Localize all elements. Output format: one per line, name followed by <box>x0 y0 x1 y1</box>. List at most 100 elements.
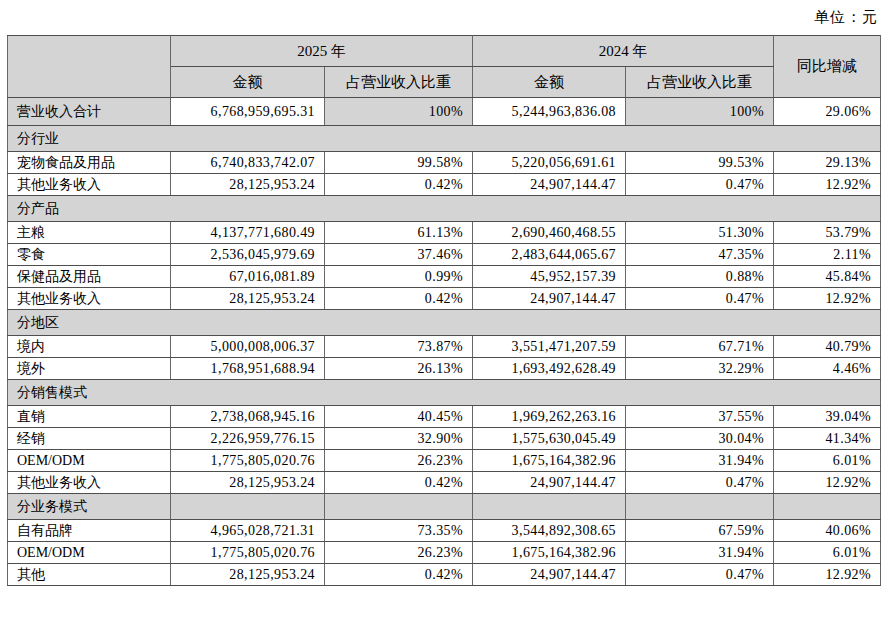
table-row: 经销 2,226,959,776.15 32.90% 1,575,630,045… <box>8 428 881 450</box>
share-2025: 0.42% <box>325 472 473 494</box>
header-share-2025: 占营业收入比重 <box>325 67 473 98</box>
yoy-change: 6.01% <box>774 542 881 564</box>
amount-2025: 1,775,805,020.76 <box>171 450 325 472</box>
report-page: 单位：元 2025 年 2024 年 同比增减 金额 占营业收入比重 金额 占营… <box>0 0 887 624</box>
share-2024: 30.04% <box>626 428 774 450</box>
share-2024: 67.59% <box>626 520 774 542</box>
yoy-change: 29.06% <box>774 98 881 126</box>
amount-2025: 67,016,081.89 <box>171 266 325 288</box>
row-label: 境内 <box>8 336 171 358</box>
amount-2025: 28,125,953.24 <box>171 472 325 494</box>
yoy-change: 40.06% <box>774 520 881 542</box>
share-2025: 100% <box>325 98 473 126</box>
unit-label: 单位：元 <box>814 8 878 27</box>
table-row: OEM/ODM 1,775,805,020.76 26.23% 1,675,16… <box>8 450 881 472</box>
row-label: 其他业务收入 <box>8 174 171 196</box>
row-label: 直销 <box>8 406 171 428</box>
share-2025: 26.23% <box>325 450 473 472</box>
share-2025: 0.42% <box>325 564 473 586</box>
share-2024: 32.29% <box>626 358 774 380</box>
amount-2024: 3,544,892,308.65 <box>473 520 626 542</box>
section-row-by-product: 分产品 <box>8 196 881 222</box>
amount-2024: 24,907,144.47 <box>473 472 626 494</box>
share-2025: 99.58% <box>325 152 473 174</box>
share-2025: 26.13% <box>325 358 473 380</box>
section-row-by-business-model: 分业务模式 <box>8 494 881 520</box>
empty-cell <box>171 494 325 520</box>
header-amount-2024: 金额 <box>473 67 626 98</box>
amount-2024: 1,969,262,263.16 <box>473 406 626 428</box>
share-2025: 26.23% <box>325 542 473 564</box>
share-2024: 47.35% <box>626 244 774 266</box>
share-2025: 73.87% <box>325 336 473 358</box>
yoy-change: 12.92% <box>774 564 881 586</box>
row-label: 境外 <box>8 358 171 380</box>
share-2025: 0.42% <box>325 288 473 310</box>
row-label: 其他业务收入 <box>8 288 171 310</box>
amount-2025: 6,740,833,742.07 <box>171 152 325 174</box>
header-share-2024: 占营业收入比重 <box>626 67 774 98</box>
header-yoy-change: 同比增减 <box>774 36 881 98</box>
amount-2024: 2,483,644,065.67 <box>473 244 626 266</box>
amount-2024: 24,907,144.47 <box>473 174 626 196</box>
amount-2025: 2,738,068,945.16 <box>171 406 325 428</box>
section-label: 分地区 <box>8 310 881 336</box>
table-row: 其他业务收入 28,125,953.24 0.42% 24,907,144.47… <box>8 174 881 196</box>
header-year-2025: 2025 年 <box>171 36 473 67</box>
table-row: 其他 28,125,953.24 0.42% 24,907,144.47 0.4… <box>8 564 881 586</box>
table-row: OEM/ODM 1,775,805,020.76 26.23% 1,675,16… <box>8 542 881 564</box>
table-row: 其他业务收入 28,125,953.24 0.42% 24,907,144.47… <box>8 288 881 310</box>
row-label: OEM/ODM <box>8 450 171 472</box>
share-2024: 0.88% <box>626 266 774 288</box>
section-row-by-sales-model: 分销售模式 <box>8 380 881 406</box>
yoy-change: 40.79% <box>774 336 881 358</box>
amount-2024: 45,952,157.39 <box>473 266 626 288</box>
amount-2024: 24,907,144.47 <box>473 288 626 310</box>
share-2025: 61.13% <box>325 222 473 244</box>
table-row: 境外 1,768,951,688.94 26.13% 1,693,492,628… <box>8 358 881 380</box>
table-row-total-revenue: 营业收入合计 6,768,959,695.31 100% 5,244,963,8… <box>8 98 881 126</box>
yoy-change: 29.13% <box>774 152 881 174</box>
row-label: 其他业务收入 <box>8 472 171 494</box>
amount-2025: 5,000,008,006.37 <box>171 336 325 358</box>
share-2025: 0.99% <box>325 266 473 288</box>
amount-2025: 2,536,045,979.69 <box>171 244 325 266</box>
amount-2024: 24,907,144.47 <box>473 564 626 586</box>
amount-2025: 28,125,953.24 <box>171 174 325 196</box>
amount-2025: 1,768,951,688.94 <box>171 358 325 380</box>
amount-2025: 1,775,805,020.76 <box>171 542 325 564</box>
amount-2024: 1,575,630,045.49 <box>473 428 626 450</box>
yoy-change: 39.04% <box>774 406 881 428</box>
yoy-change: 12.92% <box>774 472 881 494</box>
table-row: 零食 2,536,045,979.69 37.46% 2,483,644,065… <box>8 244 881 266</box>
share-2025: 0.42% <box>325 174 473 196</box>
row-label: 保健品及用品 <box>8 266 171 288</box>
empty-cell <box>473 494 626 520</box>
header-amount-2025: 金额 <box>171 67 325 98</box>
amount-2024: 1,675,164,382.96 <box>473 450 626 472</box>
yoy-change: 45.84% <box>774 266 881 288</box>
amount-2024: 2,690,460,468.55 <box>473 222 626 244</box>
amount-2024: 5,244,963,836.08 <box>473 98 626 126</box>
section-label: 分行业 <box>8 126 881 152</box>
section-label: 分销售模式 <box>8 380 881 406</box>
empty-cell <box>325 494 473 520</box>
amount-2024: 1,675,164,382.96 <box>473 542 626 564</box>
amount-2024: 1,693,492,628.49 <box>473 358 626 380</box>
revenue-breakdown-table: 2025 年 2024 年 同比增减 金额 占营业收入比重 金额 占营业收入比重… <box>7 35 881 586</box>
section-label: 分业务模式 <box>8 494 171 520</box>
table-row: 宠物食品及用品 6,740,833,742.07 99.58% 5,220,05… <box>8 152 881 174</box>
table-row: 其他业务收入 28,125,953.24 0.42% 24,907,144.47… <box>8 472 881 494</box>
table-row: 境内 5,000,008,006.37 73.87% 3,551,471,207… <box>8 336 881 358</box>
share-2024: 31.94% <box>626 542 774 564</box>
share-2024: 37.55% <box>626 406 774 428</box>
amount-2025: 28,125,953.24 <box>171 288 325 310</box>
row-label: OEM/ODM <box>8 542 171 564</box>
share-2024: 51.30% <box>626 222 774 244</box>
share-2024: 0.47% <box>626 472 774 494</box>
share-2024: 0.47% <box>626 288 774 310</box>
row-label: 其他 <box>8 564 171 586</box>
row-label: 零食 <box>8 244 171 266</box>
section-label: 分产品 <box>8 196 881 222</box>
yoy-change: 12.92% <box>774 288 881 310</box>
